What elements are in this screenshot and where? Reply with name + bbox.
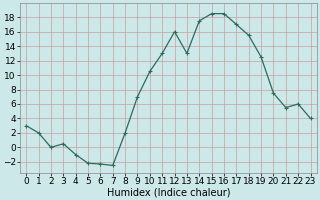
X-axis label: Humidex (Indice chaleur): Humidex (Indice chaleur): [107, 187, 230, 197]
